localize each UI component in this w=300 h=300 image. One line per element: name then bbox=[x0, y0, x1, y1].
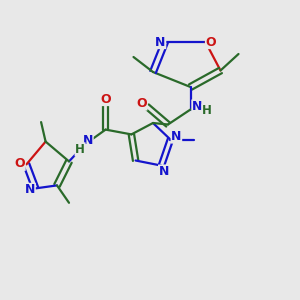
Text: N: N bbox=[192, 100, 202, 113]
Text: O: O bbox=[14, 157, 25, 170]
Text: O: O bbox=[206, 35, 216, 49]
Text: N: N bbox=[171, 130, 182, 143]
Text: N: N bbox=[83, 134, 93, 147]
Text: N: N bbox=[25, 183, 35, 196]
Text: H: H bbox=[202, 104, 212, 118]
Text: H: H bbox=[75, 143, 85, 156]
Text: N: N bbox=[155, 35, 166, 49]
Text: O: O bbox=[136, 97, 147, 110]
Text: O: O bbox=[100, 92, 111, 106]
Text: N: N bbox=[159, 165, 169, 178]
